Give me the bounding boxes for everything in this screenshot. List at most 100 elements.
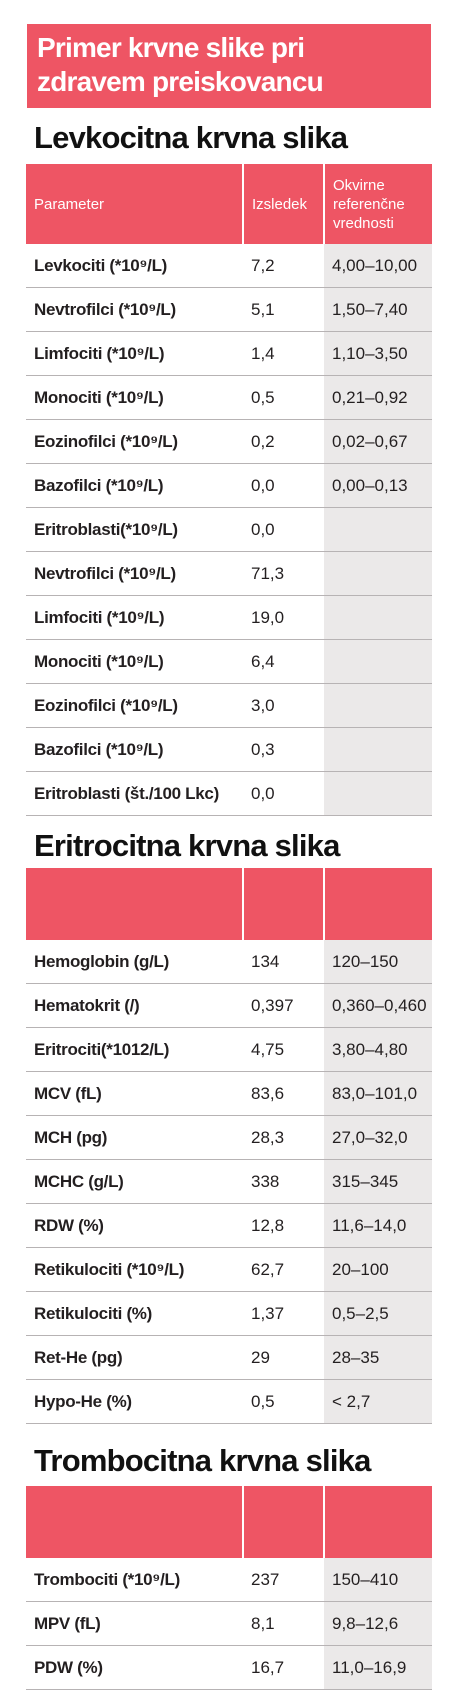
parameter-cell: Eozinofilci (*10⁹/L) (26, 419, 243, 464)
reference-cell: 120–150 (324, 940, 432, 984)
table-row: MCH (pg) 28,3 27,0–32,0 (26, 1115, 432, 1160)
result-cell: 0,397 (243, 983, 324, 1028)
parameter-cell: Limfociti (*10⁹/L) (26, 595, 243, 640)
result-cell: 0,0 (243, 463, 324, 508)
reference-cell: 11,6–14,0 (324, 1203, 432, 1248)
reference-cell (324, 727, 432, 772)
parameter-cell: Ret-He (pg) (26, 1335, 243, 1380)
parameter-cell: MCV (fL) (26, 1071, 243, 1116)
table-row: Levkociti (*10⁹/L) 7,2 4,00–10,00 (26, 244, 432, 288)
result-cell: 29 (243, 1335, 324, 1380)
table-row: Nevtrofilci (*10⁹/L) 5,1 1,50–7,40 (26, 287, 432, 332)
erythrocyte-section-title: Eritrocitna krvna slika (34, 828, 340, 863)
result-cell: 71,3 (243, 551, 324, 596)
result-cell: 0,3 (243, 727, 324, 772)
header-empty-2 (243, 1486, 325, 1558)
table-row: Nevtrofilci (*10⁹/L) 71,3 (26, 551, 432, 596)
table-row: Eritroblasti (št./100 Lkc) 0,0 (26, 771, 432, 816)
parameter-cell: Retikulociti (*10⁹/L) (26, 1247, 243, 1292)
parameter-cell: Retikulociti (%) (26, 1291, 243, 1336)
reference-cell: 0,21–0,92 (324, 375, 432, 420)
result-cell: 338 (243, 1159, 324, 1204)
result-cell: 83,6 (243, 1071, 324, 1116)
parameter-cell: Levkociti (*10⁹/L) (26, 244, 243, 288)
header-empty-3 (324, 868, 432, 940)
reference-cell: 0,00–0,13 (324, 463, 432, 508)
table-row: Retikulociti (%) 1,37 0,5–2,5 (26, 1291, 432, 1336)
table-row: Eozinofilci (*10⁹/L) 0,2 0,02–0,67 (26, 419, 432, 464)
leukocyte-table: Parameter Izsledek Okvirne referenčne vr… (26, 164, 432, 816)
reference-cell: 4,00–10,00 (324, 244, 432, 288)
result-cell: 1,37 (243, 1291, 324, 1336)
result-cell: 1,4 (243, 331, 324, 376)
reference-cell: 28–35 (324, 1335, 432, 1380)
reference-cell (324, 595, 432, 640)
leukocyte-table-body: Levkociti (*10⁹/L) 7,2 4,00–10,00 Nevtrofil… (26, 244, 432, 816)
reference-cell: 11,0–16,9 (324, 1645, 432, 1690)
result-cell: 28,3 (243, 1115, 324, 1160)
parameter-cell: MPV (fL) (26, 1601, 243, 1646)
parameter-cell: Eozinofilci (*10⁹/L) (26, 683, 243, 728)
parameter-cell: MCH (pg) (26, 1115, 243, 1160)
header-reference-line-1: Okvirne (333, 176, 385, 194)
reference-cell: 20–100 (324, 1247, 432, 1292)
header-parameter: Parameter (26, 164, 244, 244)
table-row: RDW (%) 12,8 11,6–14,0 (26, 1203, 432, 1248)
table-row: Bazofilci (*10⁹/L) 0,3 (26, 727, 432, 772)
parameter-cell: Monociti (*10⁹/L) (26, 375, 243, 420)
result-cell: 0,0 (243, 507, 324, 552)
reference-cell (324, 771, 432, 816)
reference-cell: 0,02–0,67 (324, 419, 432, 464)
parameter-cell: Hematokrit (/) (26, 983, 243, 1028)
table-row: PDW (%) 16,7 11,0–16,9 (26, 1645, 432, 1690)
erythrocyte-table-body: Hemoglobin (g/L) 134 120–150 Hematokrit (/)… (26, 940, 432, 1424)
reference-cell (324, 507, 432, 552)
parameter-cell: Nevtrofilci (*10⁹/L) (26, 551, 243, 596)
banner-line-1: Primer krvne slike pri (37, 32, 305, 63)
reference-cell: 315–345 (324, 1159, 432, 1204)
table-row: Eritrociti(*1012/L) 4,75 3,80–4,80 (26, 1027, 432, 1072)
parameter-cell: Limfociti (*10⁹/L) (26, 331, 243, 376)
reference-cell: 9,8–12,6 (324, 1601, 432, 1646)
table-row: Limfociti (*10⁹/L) 19,0 (26, 595, 432, 640)
table-row: MPV (fL) 8,1 9,8–12,6 (26, 1601, 432, 1646)
table-row: MCHC (g/L) 338 315–345 (26, 1159, 432, 1204)
reference-cell: 27,0–32,0 (324, 1115, 432, 1160)
reference-cell: < 2,7 (324, 1379, 432, 1424)
parameter-cell: MCHC (g/L) (26, 1159, 243, 1204)
header-empty-1 (26, 868, 244, 940)
result-cell: 134 (243, 940, 324, 984)
table-row: Monociti (*10⁹/L) 0,5 0,21–0,92 (26, 375, 432, 420)
reference-cell: 1,50–7,40 (324, 287, 432, 332)
header-result: Izsledek (243, 164, 325, 244)
parameter-cell: RDW (%) (26, 1203, 243, 1248)
parameter-cell: Monociti (*10⁹/L) (26, 639, 243, 684)
erythrocyte-header-row (26, 868, 432, 940)
table-row: Hypo-He (%) 0,5 < 2,7 (26, 1379, 432, 1424)
table-row: Eritroblasti(*10⁹/L) 0,0 (26, 507, 432, 552)
banner-line-2: zdravem preiskovancu (37, 66, 324, 97)
result-cell: 4,75 (243, 1027, 324, 1072)
thrombocyte-section-title: Trombocitna krvna slika (34, 1443, 371, 1478)
thrombocyte-header-row (26, 1486, 432, 1558)
header-empty-3 (324, 1486, 432, 1558)
reference-cell: 0,5–2,5 (324, 1291, 432, 1336)
result-cell: 62,7 (243, 1247, 324, 1292)
thrombocyte-table: Trombociti (*10⁹/L) 237 150–410 MPV (fL) 8,1… (26, 1486, 432, 1690)
header-reference: Okvirne referenčne vrednosti (324, 164, 432, 244)
header-empty-1 (26, 1486, 244, 1558)
result-cell: 0,5 (243, 1379, 324, 1424)
table-row: Monociti (*10⁹/L) 6,4 (26, 639, 432, 684)
parameter-cell: Bazofilci (*10⁹/L) (26, 727, 243, 772)
table-row: Trombociti (*10⁹/L) 237 150–410 (26, 1558, 432, 1602)
result-cell: 7,2 (243, 244, 324, 288)
parameter-cell: Hemoglobin (g/L) (26, 940, 243, 984)
table-row: Ret-He (pg) 29 28–35 (26, 1335, 432, 1380)
thrombocyte-table-body: Trombociti (*10⁹/L) 237 150–410 MPV (fL) 8,1… (26, 1558, 432, 1690)
erythrocyte-table: Hemoglobin (g/L) 134 120–150 Hematokrit (/)… (26, 868, 432, 1424)
result-cell: 0,0 (243, 771, 324, 816)
parameter-cell: Hypo-He (%) (26, 1379, 243, 1424)
reference-cell: 150–410 (324, 1558, 432, 1602)
reference-cell: 0,360–0,460 (324, 983, 432, 1028)
